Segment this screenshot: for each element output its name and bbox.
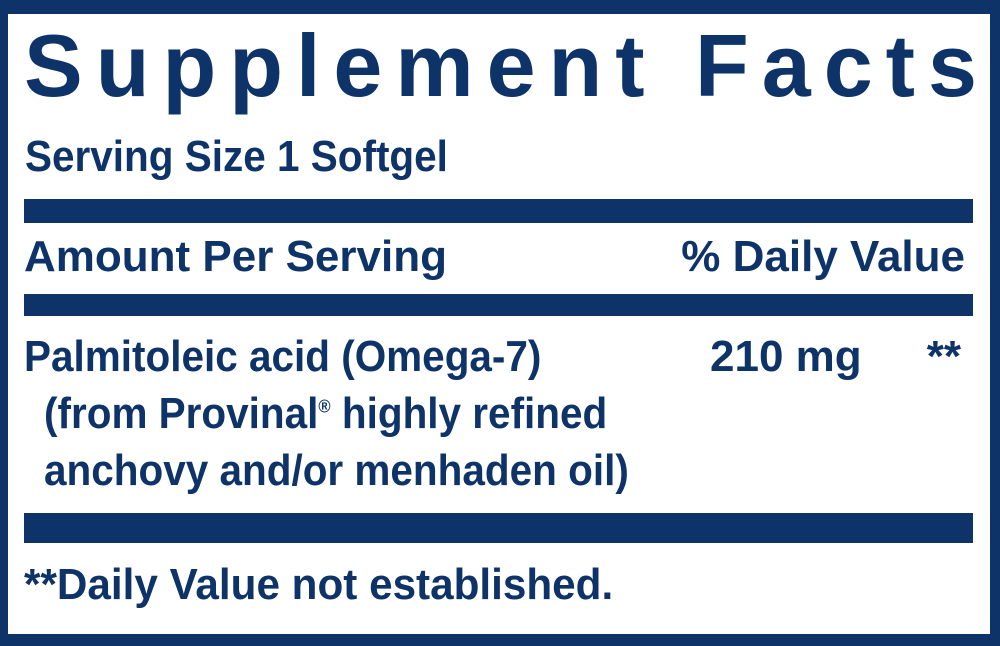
ingredient-name: Palmitoleic acid (Omega-7) bbox=[24, 328, 710, 385]
serving-size-text: Serving Size 1 Softgel bbox=[25, 132, 448, 181]
registered-trademark-symbol: ® bbox=[318, 396, 331, 417]
ingredient-line-1: Palmitoleic acid (Omega-7) 210 mg ** bbox=[24, 328, 973, 385]
divider-bar-top bbox=[24, 199, 973, 223]
ingredient-name-text: Palmitoleic acid (Omega-7) bbox=[24, 332, 542, 381]
ingredient-source-post: highly refined bbox=[330, 389, 608, 438]
ingredient-amount: 210 mg bbox=[710, 332, 862, 381]
divider-bar-bottom bbox=[24, 513, 973, 543]
ingredient-daily-value: ** bbox=[926, 332, 961, 381]
daily-value-footnote: **Daily Value not established. bbox=[24, 560, 614, 609]
ingredient-source-pre: (from Provinal bbox=[44, 389, 319, 438]
column-header-row: Amount Per Serving % Daily Value bbox=[24, 235, 973, 279]
column-daily-value: % Daily Value bbox=[681, 232, 965, 281]
panel-title: Supplement Facts bbox=[24, 16, 990, 115]
ingredient-line-2: (from Provinal® highly refined bbox=[24, 385, 973, 442]
divider-bar-middle bbox=[24, 294, 973, 316]
ingredient-line-2-text: (from Provinal® highly refined bbox=[44, 385, 607, 442]
ingredient-line-3-text: anchovy and/or menhaden oil) bbox=[44, 446, 629, 495]
column-amount-per-serving: Amount Per Serving bbox=[24, 232, 447, 281]
ingredient-row: Palmitoleic acid (Omega-7) 210 mg ** (fr… bbox=[24, 328, 973, 499]
ingredient-line-3: anchovy and/or menhaden oil) bbox=[24, 442, 973, 499]
